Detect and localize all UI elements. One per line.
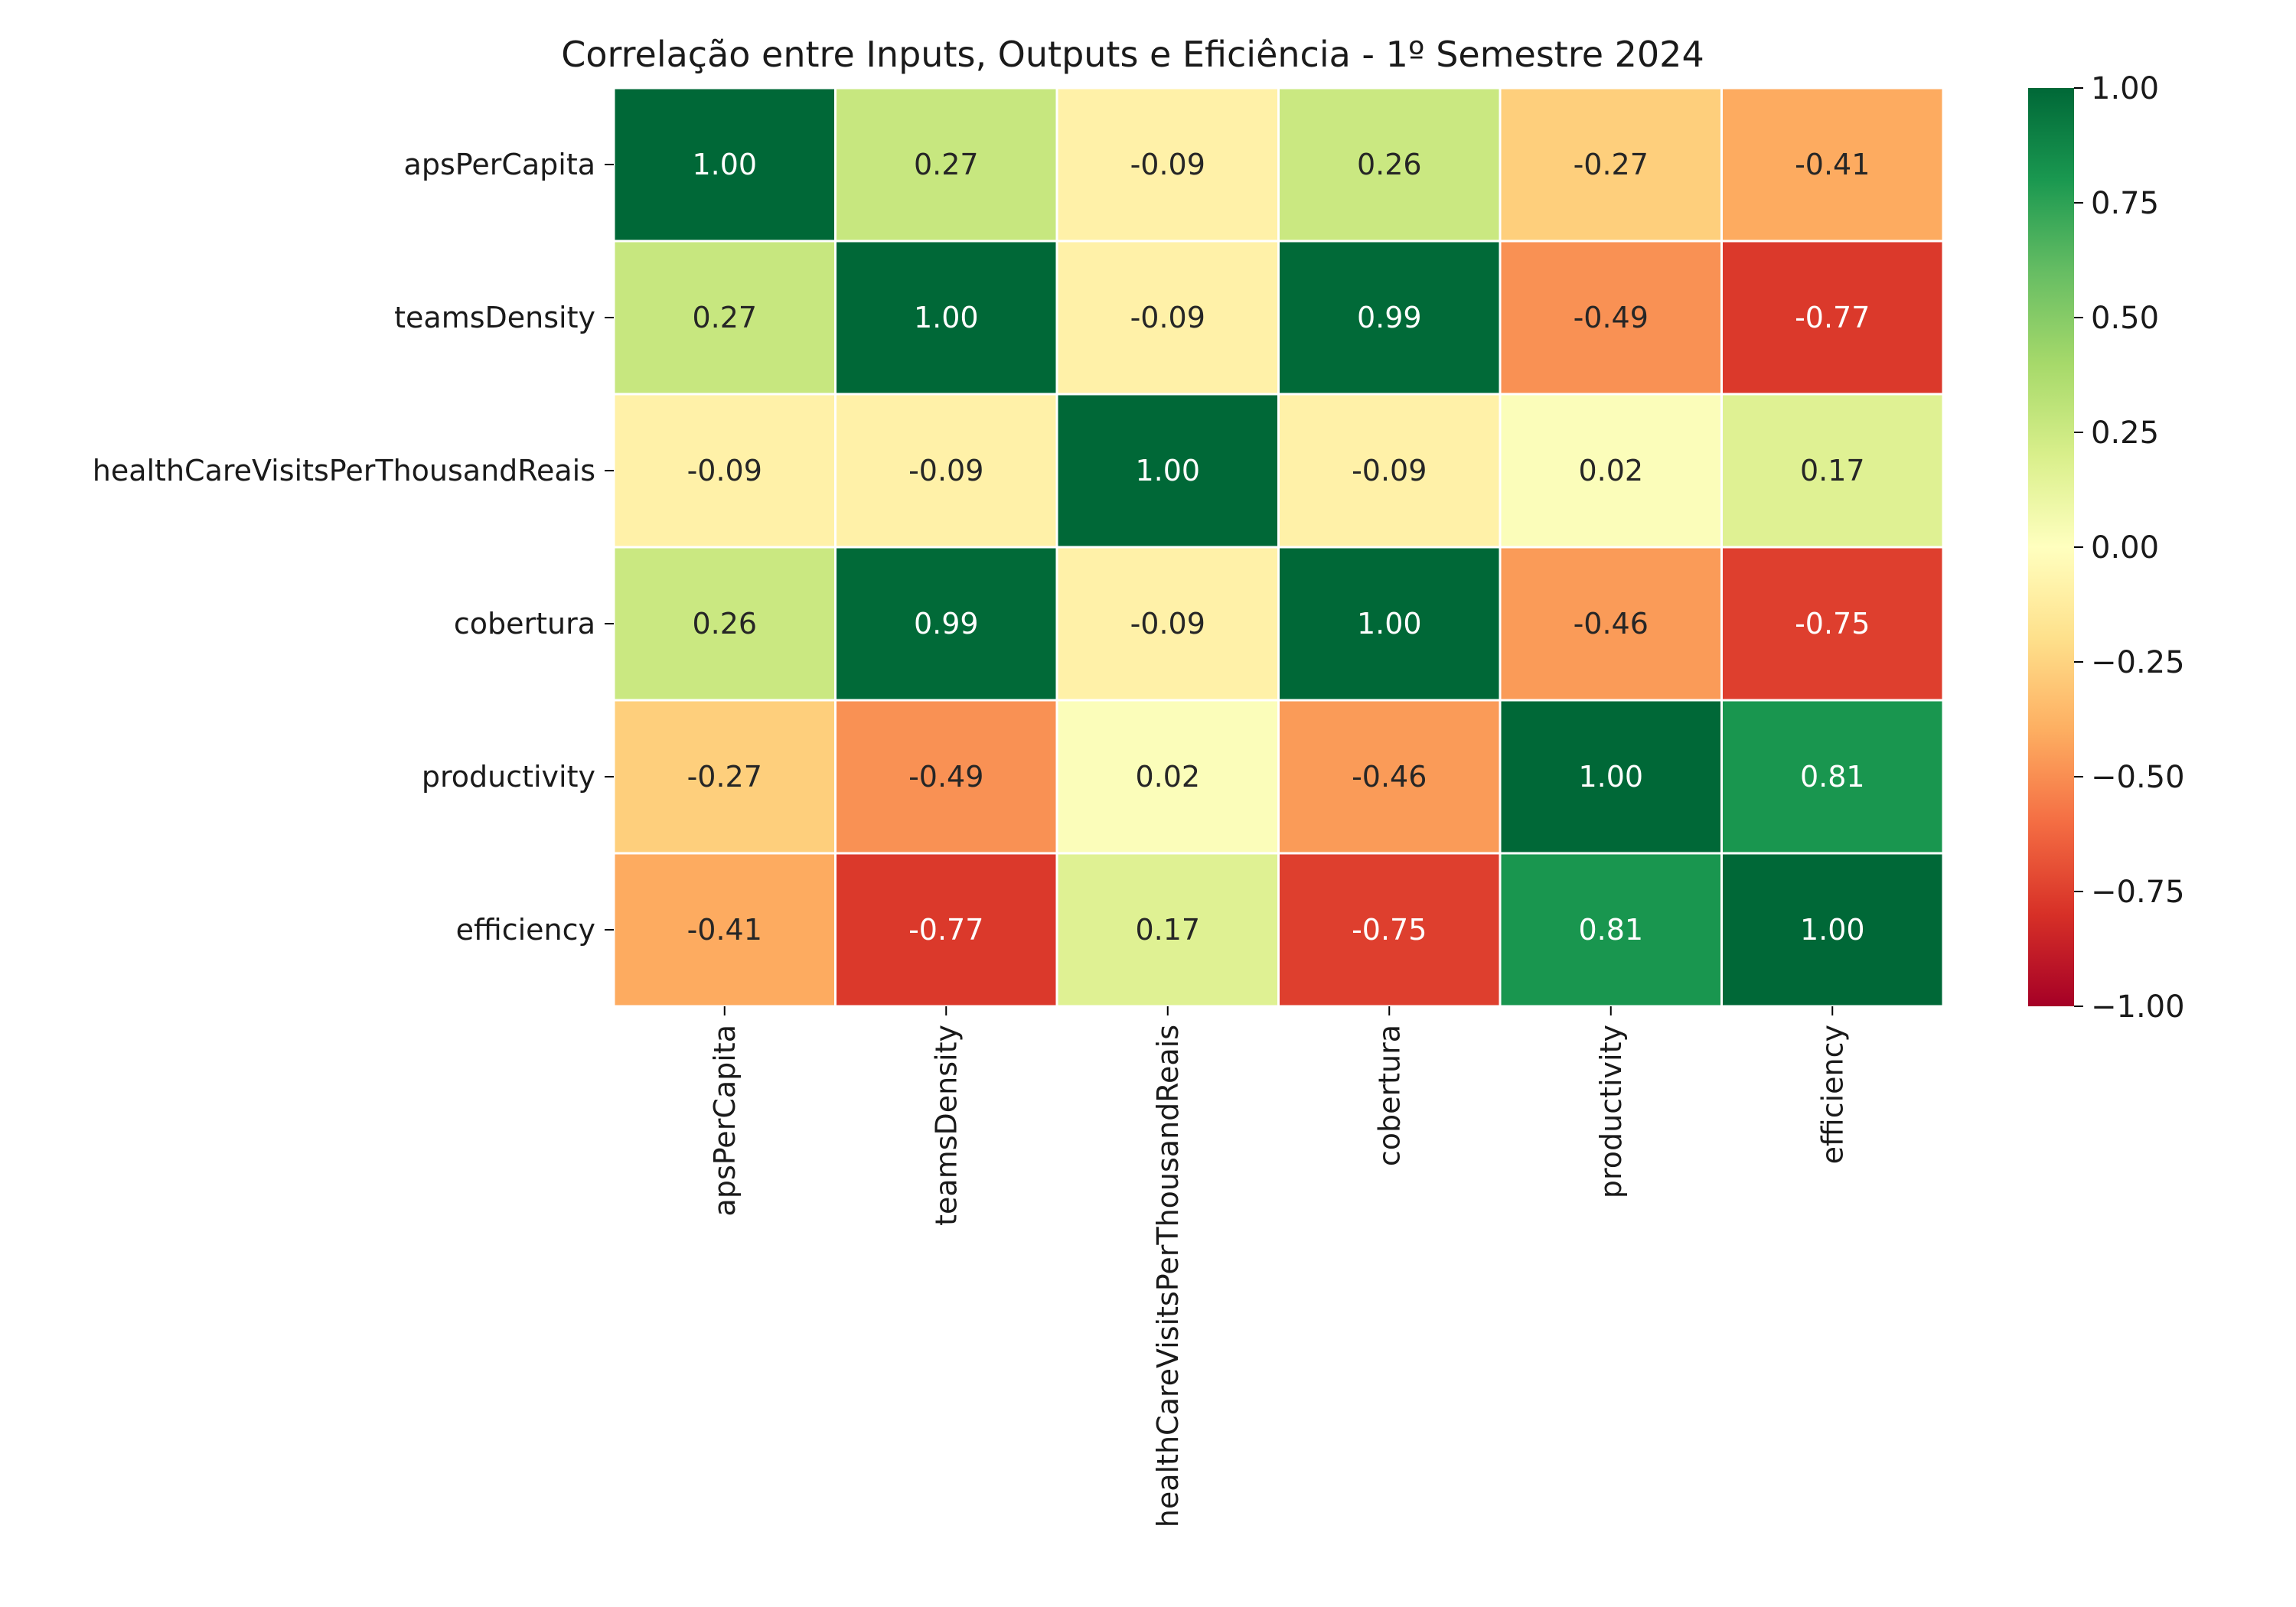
cell-value-label: -0.41 [687, 913, 762, 947]
x-tick-label: healthCareVisitsPerThousandReais [1151, 1025, 1185, 1527]
cell-value-label: 0.27 [692, 301, 757, 334]
chart-title: Correlação entre Inputs, Outputs e Efici… [561, 34, 1704, 75]
heatmap-cell [1499, 699, 1723, 855]
cell-value-label: 1.00 [1578, 760, 1643, 794]
x-tick-label: efficiency [1815, 1025, 1849, 1164]
heatmap-cell [1720, 240, 1945, 396]
colorbar-gradient [2028, 88, 2074, 1006]
heatmap-cell [1720, 86, 1945, 243]
y-tick-label: apsPerCapita [404, 148, 595, 181]
cell-value-label: -0.09 [1130, 607, 1205, 641]
cell-value-label: -0.75 [1352, 913, 1427, 947]
cell-value-label: -0.09 [687, 454, 762, 487]
cell-value-label: -0.27 [1574, 148, 1649, 181]
heatmap-cell [612, 393, 837, 549]
cell-value-label: -0.09 [1352, 454, 1427, 487]
heatmap-cell [1277, 546, 1502, 702]
heatmap-cell [1499, 393, 1723, 549]
colorbar-tick-label: 0.75 [2091, 186, 2159, 221]
cell-value-label: -0.27 [687, 760, 762, 794]
cell-value-label: 1.00 [1800, 913, 1865, 947]
colorbar: 1.00 0.75 0.50 0.25 0.00 −0.25 −0.50 −0.75 −1.00 [2028, 71, 2185, 1025]
colorbar-tick-label: −0.25 [2091, 645, 2185, 680]
cell-value-label: 0.17 [1800, 454, 1865, 487]
cell-value-label: -0.49 [1574, 301, 1649, 334]
cell-value-label: -0.46 [1352, 760, 1427, 794]
heatmap-cell [1720, 699, 1945, 855]
heatmap-cell [834, 546, 1058, 702]
cell-value-label: -0.09 [1130, 148, 1205, 181]
heatmap-cell [834, 393, 1058, 549]
cell-value-label: -0.75 [1795, 607, 1870, 641]
colorbar-tick-label: 0.25 [2091, 416, 2159, 451]
colorbar-tick-label: 0.00 [2091, 530, 2159, 566]
cell-value-label: -0.46 [1574, 607, 1649, 641]
heatmap-cell [1277, 699, 1502, 855]
x-tick-label: teamsDensity [929, 1025, 963, 1226]
cell-value-label: 0.81 [1800, 760, 1865, 794]
cell-value-label: -0.49 [908, 760, 983, 794]
x-tick-label: productivity [1594, 1025, 1628, 1198]
heatmap-cell [1499, 546, 1723, 702]
cell-value-label: -0.41 [1795, 148, 1870, 181]
heatmap-cell [1720, 393, 1945, 549]
heatmap-cell [612, 546, 837, 702]
heatmap-cell [1499, 86, 1723, 243]
heatmap-cell [1720, 546, 1945, 702]
cell-value-label: 0.26 [1357, 148, 1422, 181]
cell-value-label: 1.00 [1135, 454, 1200, 487]
heatmap-cell [612, 852, 837, 1008]
heatmap-cell [612, 699, 837, 855]
heatmap-cell [1055, 699, 1280, 855]
cell-value-label: 0.02 [1578, 454, 1643, 487]
y-tick-label: cobertura [454, 607, 595, 641]
y-tick-label: teamsDensity [394, 301, 595, 334]
cell-value-label: 0.99 [1357, 301, 1422, 334]
cell-value-label: 0.17 [1135, 913, 1200, 947]
cell-value-label: 0.81 [1578, 913, 1643, 947]
heatmap-cell [834, 240, 1058, 396]
y-tick-label: healthCareVisitsPerThousandReais [93, 454, 595, 487]
heatmap-cell [1277, 86, 1502, 243]
heatmap-cell [834, 86, 1058, 243]
heatmap-cell [1499, 852, 1723, 1008]
colorbar-tick-label: −0.50 [2091, 760, 2185, 795]
heatmap-cell [1720, 852, 1945, 1008]
cell-value-label: 0.27 [914, 148, 979, 181]
cell-value-label: -0.09 [908, 454, 983, 487]
cell-value-label: 0.99 [914, 607, 979, 641]
heatmap-cells: 1.00 0.27 -0.09 0.26 -0.27 -0.41 0.27 1.00 -0.09… [612, 86, 1945, 1008]
cell-value-label: 1.00 [914, 301, 979, 334]
cell-value-label: 0.26 [692, 607, 757, 641]
colorbar-tick-label: −1.00 [2091, 989, 2185, 1025]
cell-value-label: -0.77 [1795, 301, 1870, 334]
heatmap-cell [1277, 240, 1502, 396]
heatmap-cell [1277, 393, 1502, 549]
heatmap-cell [1055, 86, 1280, 243]
heatmap-cell [1055, 546, 1280, 702]
x-tick-label: apsPerCapita [708, 1025, 742, 1216]
x-tick-label: cobertura [1372, 1025, 1406, 1166]
cell-value-label: -0.09 [1130, 301, 1205, 334]
cell-value-label: 1.00 [1357, 607, 1422, 641]
cell-value-label: 1.00 [692, 148, 757, 181]
heatmap-cell [612, 86, 837, 243]
cell-value-label: 0.02 [1135, 760, 1200, 794]
colorbar-tick-label: 0.50 [2091, 301, 2159, 336]
colorbar-tick-label: −0.75 [2091, 875, 2185, 910]
colorbar-tick-label: 1.00 [2091, 71, 2159, 106]
y-tick-label: productivity [422, 760, 595, 794]
y-tick-labels: apsPerCapita teamsDensity healthCareVisits… [93, 148, 614, 947]
x-tick-labels: apsPerCapita teamsDensity healthCareVisits… [708, 1006, 1849, 1527]
y-tick-label: efficiency [456, 913, 595, 947]
cell-value-label: -0.77 [908, 913, 983, 947]
